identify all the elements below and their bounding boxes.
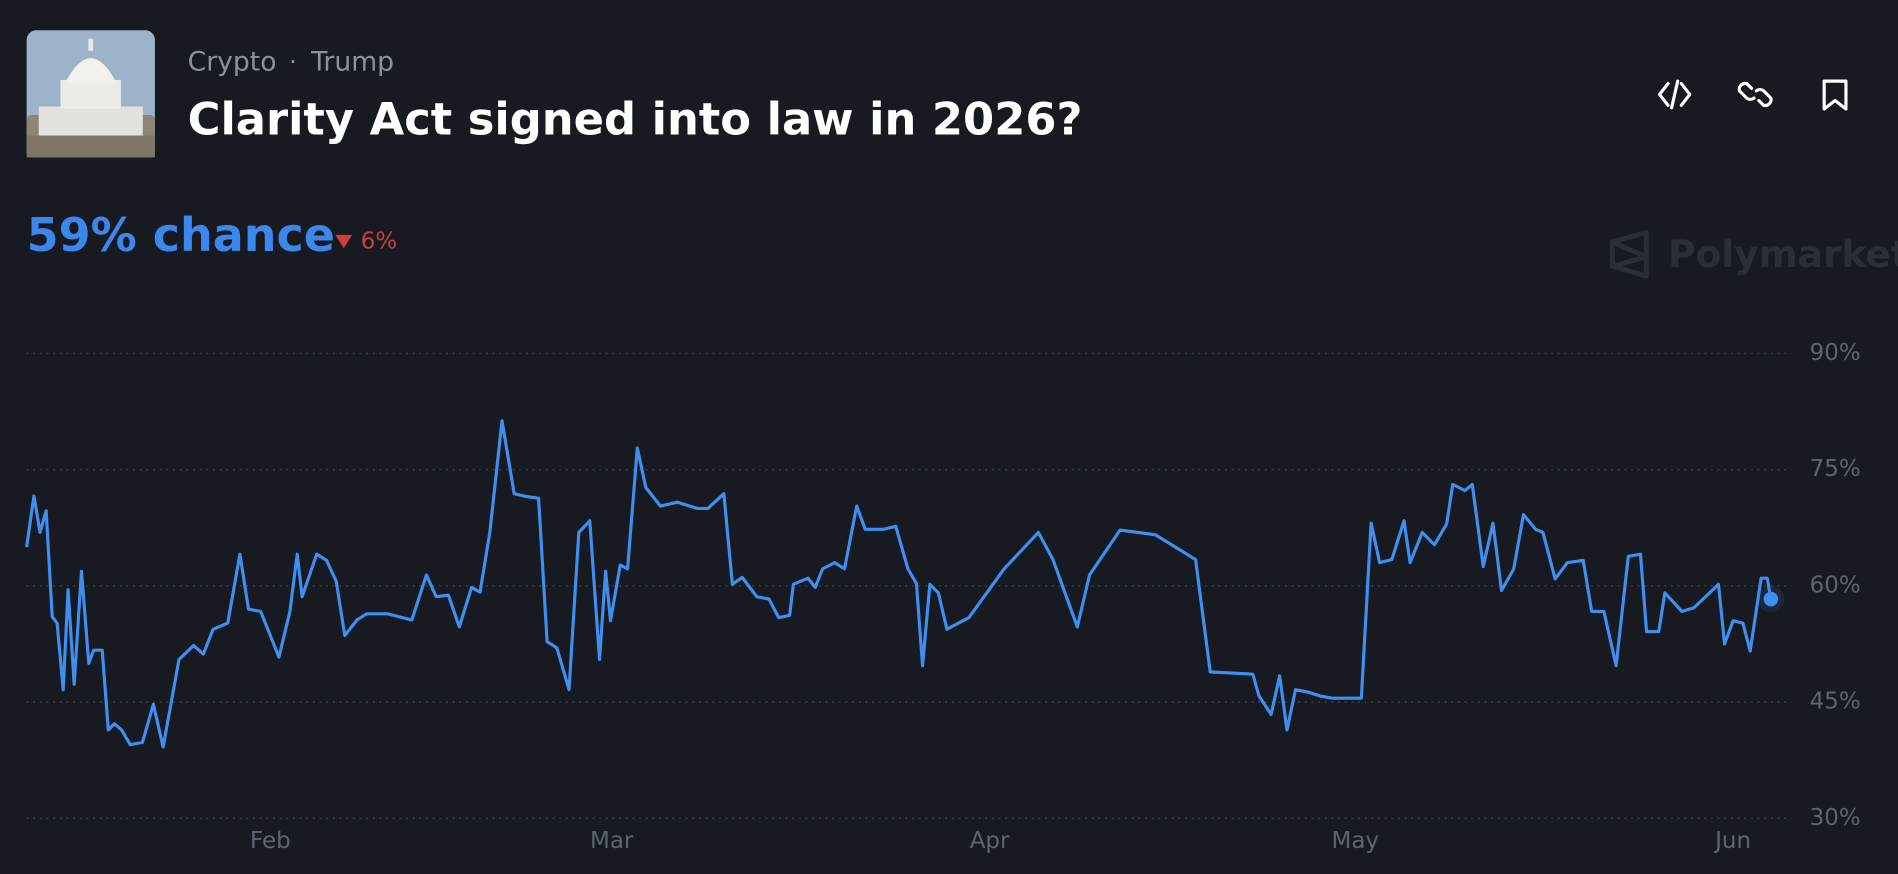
end-dot [1763,591,1779,607]
y-tick-label: 30% [1810,805,1861,831]
x-tick-label: Feb [250,828,291,854]
tag[interactable]: Trump [310,46,394,77]
market-image [26,30,155,158]
price-line [25,419,1773,749]
x-tick-label: Mar [590,828,634,854]
y-tick-label: 75% [1810,456,1861,482]
x-tick-label: May [1331,828,1379,854]
change: 6% [361,229,397,255]
down-arrow [335,234,353,249]
y-tick-label: 90% [1810,340,1861,366]
y-tick-label: 45% [1810,689,1861,715]
link-icon[interactable] [1737,81,1773,108]
embed-icon[interactable] [1657,79,1692,110]
x-tick-label: Jun [1713,828,1751,854]
y-tick-label: 60% [1810,572,1861,598]
chance: 59% chance [27,208,335,262]
category[interactable]: Crypto [188,46,277,77]
brand: Polymarket [1668,232,1898,276]
plot: 30% 45% 60% 75% 90% Feb Mar Apr May Jun [25,340,1861,854]
separator: · [289,48,297,76]
bookmark-icon[interactable] [1822,79,1848,111]
x-tick-label: Apr [970,828,1010,854]
market-title: Clarity Act signed into law in 2026? [188,92,1083,145]
watermark: Polymarket [1609,230,1898,279]
